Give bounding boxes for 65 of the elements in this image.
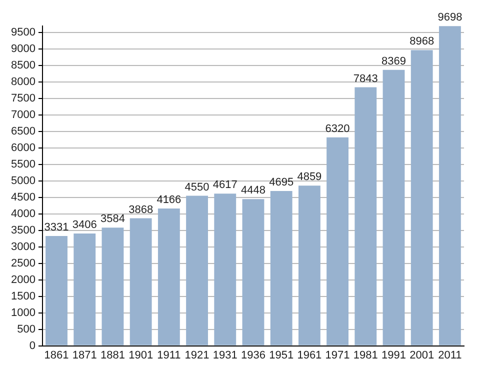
data-label: 3331 <box>44 222 69 234</box>
x-tick-label: 1861 <box>44 349 69 362</box>
data-label: 8369 <box>382 55 406 68</box>
bar <box>158 208 180 346</box>
data-label: 3406 <box>72 219 97 232</box>
y-tick-label: 7000 <box>10 109 36 122</box>
bar <box>130 218 152 346</box>
data-label: 8968 <box>410 36 434 48</box>
y-tick-label: 4500 <box>10 191 36 204</box>
x-tick-label: 1921 <box>184 349 210 362</box>
y-tick-label: 6500 <box>10 126 36 138</box>
y-tick-label: 8000 <box>10 76 36 88</box>
x-tick-label: 1911 <box>157 349 181 362</box>
bar <box>326 137 348 346</box>
bar <box>74 234 96 346</box>
x-tick-label: 2001 <box>410 349 434 362</box>
bar <box>298 186 320 346</box>
x-tick-label: 1971 <box>325 349 350 362</box>
y-tick-label: 9000 <box>10 43 36 56</box>
y-tick-label: 7500 <box>10 92 36 105</box>
data-label: 4550 <box>184 181 210 194</box>
x-tick-label: 1961 <box>297 349 322 362</box>
bar <box>438 26 461 346</box>
data-label: 7843 <box>353 72 378 85</box>
x-tick-label: 1951 <box>269 349 294 362</box>
x-tick-label: 2011 <box>438 349 462 362</box>
bar <box>214 194 236 346</box>
data-label: 3868 <box>128 204 154 216</box>
x-tick-label: 1871 <box>72 349 97 362</box>
bar <box>382 70 405 346</box>
y-tick-label: 8500 <box>10 60 36 72</box>
y-tick-label: 1000 <box>10 306 36 319</box>
bar <box>186 196 208 346</box>
data-label: 4859 <box>297 171 322 184</box>
bar <box>410 50 433 346</box>
y-tick-label: 4000 <box>10 208 36 220</box>
data-label: 9698 <box>438 12 462 24</box>
y-tick-label: 2500 <box>10 257 36 270</box>
y-tick-label: 500 <box>17 323 36 336</box>
y-tick-label: 3000 <box>10 240 36 253</box>
x-tick-label: 1931 <box>212 349 238 362</box>
x-tick-label: 1936 <box>240 349 266 362</box>
x-tick-label: 1881 <box>100 349 125 362</box>
data-label: 6320 <box>325 122 350 135</box>
bar <box>46 236 68 346</box>
data-label: 4617 <box>212 179 238 192</box>
bar <box>242 199 264 346</box>
data-label: 4695 <box>269 176 294 189</box>
y-tick-label: 5500 <box>10 158 36 170</box>
x-tick-label: 1981 <box>353 349 378 362</box>
data-label: 3584 <box>100 213 125 226</box>
bar <box>102 228 124 346</box>
bar <box>270 191 292 346</box>
y-tick-label: 2000 <box>10 274 36 286</box>
y-tick-label: 0 <box>29 340 36 352</box>
y-tick-label: 9500 <box>10 26 36 39</box>
data-label: 4448 <box>240 184 266 197</box>
y-tick-label: 5000 <box>10 174 36 187</box>
bar <box>354 87 377 346</box>
y-tick-label: 1500 <box>10 290 36 302</box>
x-tick-label: 1901 <box>128 349 154 362</box>
y-tick-label: 3500 <box>10 224 36 236</box>
x-tick-label: 1991 <box>382 349 406 362</box>
y-tick-label: 6000 <box>10 142 36 154</box>
data-label: 4166 <box>156 194 182 206</box>
